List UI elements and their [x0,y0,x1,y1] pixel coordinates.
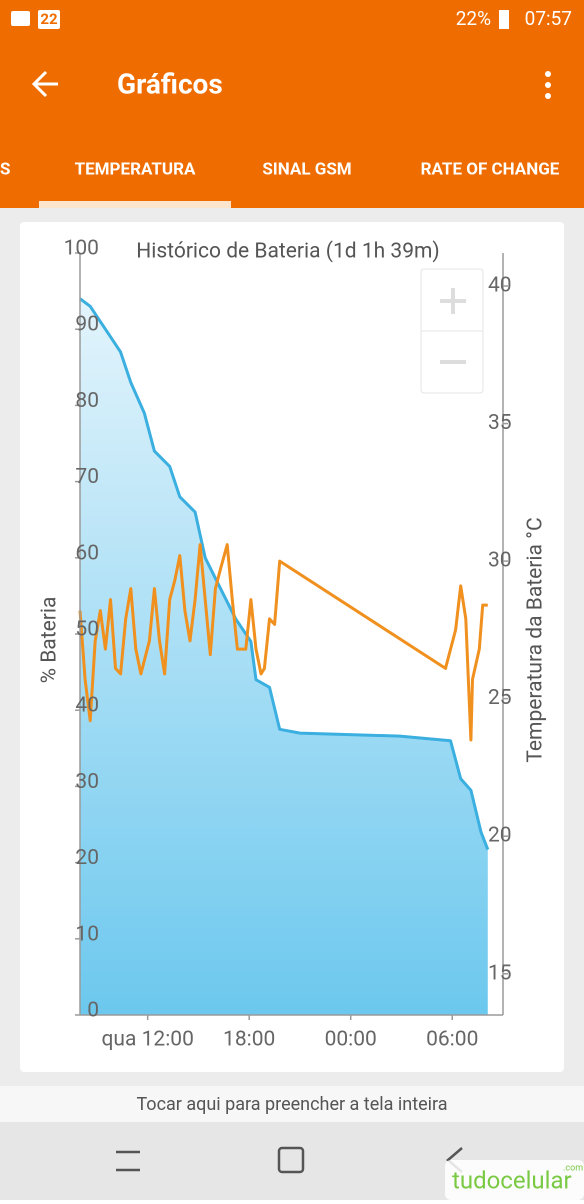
y2-tick-label: 20 [488,824,512,848]
menu-button[interactable] [545,71,551,99]
x-tick-label: 06:00 [426,1028,478,1052]
footer-bar[interactable] [0,1086,584,1122]
y-tick-label: 60 [75,541,99,565]
tab[interactable]: RATE OF CHANGE [421,159,560,179]
y-tick-label: 40 [75,694,99,718]
y2-tick-label: 35 [488,411,512,435]
plot: 0 10 20 30 40 50 60 70 80 90 100 15 20 25 30 35 40 qua 12… [64,237,512,1052]
battery-percent: 22% [456,7,491,30]
y2-axis-label: Temperatura da Bateria °C [524,517,548,762]
y-tick-label: 70 [75,465,99,489]
battery-icon [499,10,509,29]
x-tick-label: 18:00 [223,1028,275,1052]
watermark-bg [445,1160,584,1200]
chart-title: Histórico de Bateria (1d 1h 39m) [136,240,439,264]
y-tick-label: 80 [75,389,99,413]
watermark-suffix: .com [563,1163,583,1173]
app-title: Gráficos [117,67,223,100]
tab[interactable]: S [0,159,10,179]
y-tick-label: 20 [75,846,99,870]
y-tick-label: 10 [75,922,99,946]
back-button[interactable] [31,70,58,98]
y2-tick-label: 15 [488,961,512,985]
y2-tick-label: 30 [488,549,512,573]
y2-tick-label: 40 [488,274,512,298]
recents-button[interactable] [116,1150,140,1172]
badge [38,10,60,29]
zoom-in[interactable] [440,288,466,314]
clock: 07:57 [525,7,572,30]
tab[interactable]: TEMPERATURA [75,159,196,179]
y-axis-label: % Bateria [38,597,62,684]
y-tick-label: 30 [75,770,99,794]
gallery-icon [11,11,30,26]
battery-area [80,298,488,1015]
x-tick-label: 00:00 [325,1028,377,1052]
y2-tick-label: 25 [488,686,512,710]
y-tick-label: 100 [64,237,99,261]
y-tick-label: 90 [75,313,99,337]
tab[interactable]: SINAL GSM [262,159,351,179]
footer-hint[interactable]: Tocar aqui para preencher a tela inteira [136,1094,447,1115]
tab-indicator [39,201,231,208]
watermark: tudocelular [452,1166,572,1194]
temperature-line [78,543,488,742]
app-header [0,0,584,208]
battery-line [79,297,490,851]
y-tick-label: 50 [75,618,99,642]
y-tick-label: 0 [87,999,99,1023]
x-tick-label: qua 12:00 [101,1028,193,1052]
home-button[interactable] [277,1146,305,1174]
notification-count: 22 [40,10,58,28]
